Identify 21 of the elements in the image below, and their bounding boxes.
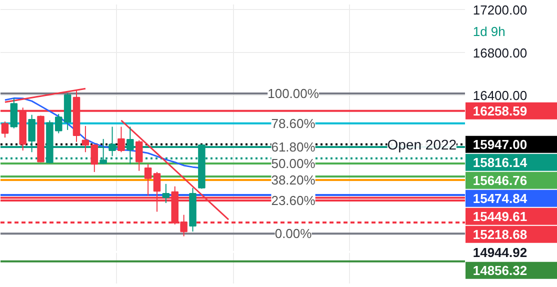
annotation: 23.60% [271,193,316,208]
y-tick-label: 16800.00 [472,45,528,60]
annotation: 78.60% [271,116,316,131]
y-tick-label: 16400.00 [472,88,528,104]
annotation: 61.80% [271,140,316,155]
ref-line-label: 15449.61 [472,208,528,224]
ref-line-label: 15947.00 [472,136,528,152]
ref-line-label: 15816.14 [472,154,528,170]
annotation: 50.00% [271,156,316,172]
y-tick-label: 17200.00 [472,2,528,18]
ref-line-label: 15218.68 [472,226,528,242]
ref-line-label: 14944.92 [472,244,528,260]
annotation: 0.00% [274,226,312,242]
ref-line-label: 15646.76 [472,172,528,188]
text: 1d 9h [472,24,506,39]
ref-line-label: 16258.59 [472,103,528,118]
ref-line-label: 14856.32 [472,262,528,278]
annotation: 100.00% [268,86,320,101]
annotation: 38.20% [271,172,316,188]
ref-line-label: 15474.84 [472,190,528,206]
annotation: Open 2022 [387,136,457,152]
